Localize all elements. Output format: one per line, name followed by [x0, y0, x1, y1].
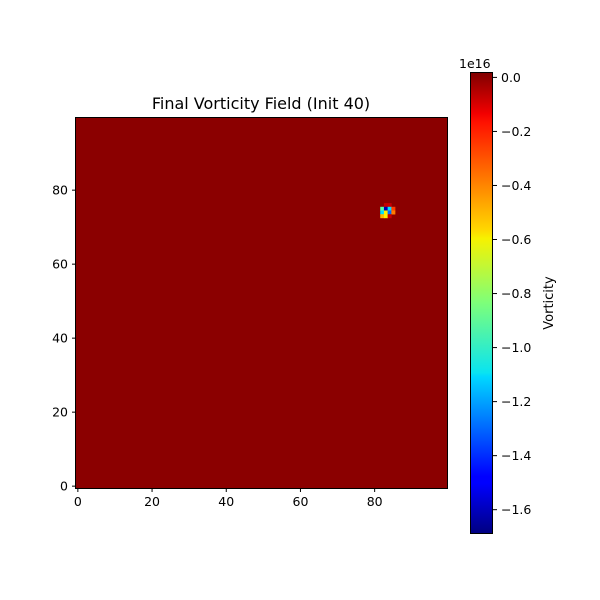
- heatmap-cell: [380, 210, 385, 215]
- heatmap-cell: [383, 214, 388, 219]
- chart-title: Final Vorticity Field (Init 40): [152, 94, 370, 113]
- y-tick-label: 80: [52, 183, 68, 198]
- colorbar-tick-label: −1.6: [501, 502, 531, 517]
- y-tick-label: 0: [60, 479, 68, 494]
- colorbar-tick-label: −1.2: [501, 394, 531, 409]
- colorbar-gradient: [470, 72, 493, 534]
- colorbar-tick-label: −0.4: [501, 178, 531, 193]
- heatmap-cell: [391, 210, 396, 215]
- heatmap-cell: [383, 210, 388, 215]
- colorbar-label: Vorticity: [542, 276, 557, 330]
- x-tick-label: 40: [218, 494, 234, 509]
- y-tick-label: 20: [52, 405, 68, 420]
- heatmap-cell: [383, 206, 388, 211]
- colorbar-tick-label: 0.0: [501, 70, 521, 85]
- colorbar-tick-label: −1.4: [501, 448, 531, 463]
- colorbar-frame: [470, 72, 493, 534]
- heatmap-cell: [387, 210, 392, 215]
- x-tick-label: 0: [74, 494, 82, 509]
- x-tick-label: 80: [367, 494, 383, 509]
- heatmap-cell: [391, 206, 396, 211]
- heatmap-grid: [76, 118, 447, 488]
- x-tick-label: 20: [144, 494, 160, 509]
- heatmap-background: [76, 118, 447, 488]
- colorbar-tick-label: −0.8: [501, 286, 531, 301]
- heatmap-cell: [380, 206, 385, 211]
- plot-frame: [75, 117, 448, 489]
- heatmap-cell: [387, 203, 392, 208]
- colorbar-tick-label: −0.6: [501, 232, 531, 247]
- heatmap-cell: [380, 214, 385, 219]
- colorbar-tick-label: −1.0: [501, 340, 531, 355]
- heatmap-cell: [383, 203, 388, 208]
- y-tick-label: 60: [52, 257, 68, 272]
- y-axis: 0 20 40 60 80: [52, 183, 76, 494]
- y-tick-label: 40: [52, 331, 68, 346]
- x-axis: 0 20 40 60 80: [74, 488, 383, 509]
- colorbar-ticks: 0.0 −0.2 −0.4 −0.6 −0.8 −1.0 −1.2 −1.4 −1.6: [493, 70, 531, 517]
- colorbar-exponent-label: 1e16: [459, 56, 491, 71]
- x-tick-label: 60: [293, 494, 309, 509]
- heatmap-cell: [387, 214, 392, 219]
- heatmap-cell: [387, 206, 392, 211]
- colorbar-tick-label: −0.2: [501, 124, 531, 139]
